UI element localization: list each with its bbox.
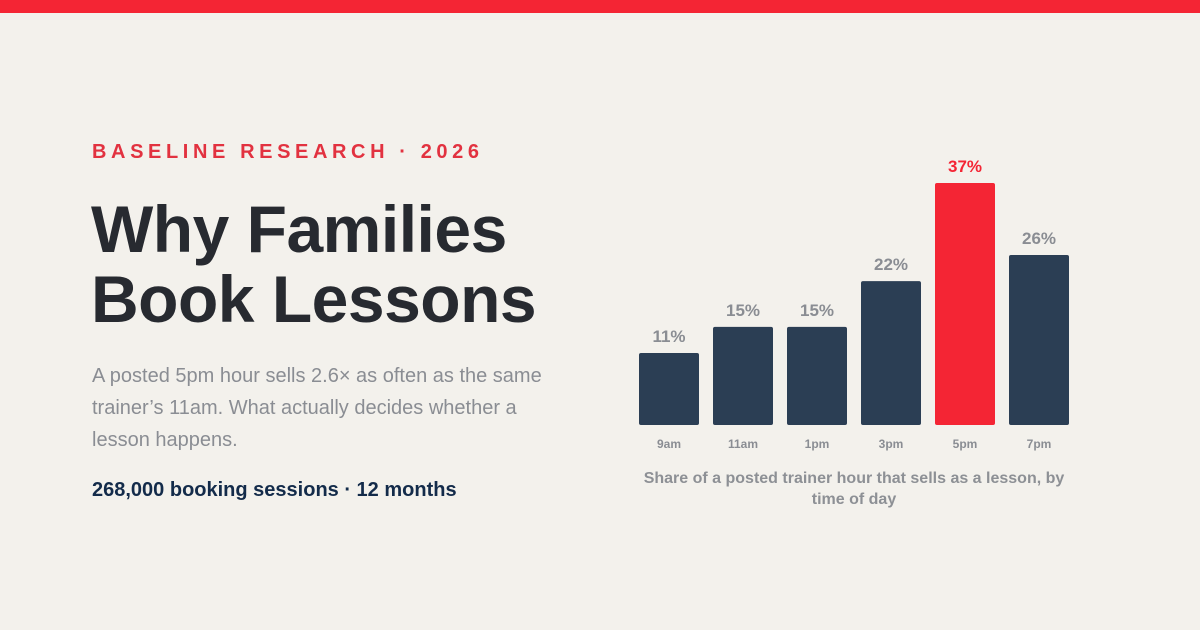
title-line-2: Book Lessons — [91, 262, 537, 336]
bar-3pm — [861, 281, 921, 425]
data-label-7pm: 26% — [1022, 229, 1056, 248]
bar-7pm — [1009, 254, 1069, 425]
x-tick-3pm: 3pm — [879, 437, 904, 451]
accent-top-bar — [0, 0, 1200, 13]
bar-11am — [713, 326, 773, 425]
bar-9am — [639, 353, 699, 425]
title-line-1: Why Families — [91, 192, 507, 266]
x-tick-9am: 9am — [657, 437, 681, 451]
bar-1pm — [787, 326, 847, 425]
x-tick-7pm: 7pm — [1027, 437, 1052, 451]
sample-size-note: 268,000 booking sessions · 12 months — [92, 479, 457, 501]
subtitle: A posted 5pm hour sells 2.6× as often as… — [92, 365, 542, 451]
x-tick-5pm: 5pm — [953, 437, 978, 451]
eyebrow-label: BASELINE RESEARCH · 2026 — [92, 141, 484, 163]
data-label-11am: 15% — [726, 301, 760, 320]
page-title: Why Families Book Lessons — [91, 192, 537, 336]
data-label-1pm: 15% — [800, 301, 834, 320]
bar-5pm — [935, 183, 995, 425]
data-label-5pm: 37% — [948, 157, 982, 176]
data-label-3pm: 22% — [874, 255, 908, 274]
chart-caption: Share of a posted trainer hour that sell… — [643, 470, 1065, 508]
data-label-9am: 11% — [652, 327, 685, 346]
x-tick-1pm: 1pm — [805, 437, 830, 451]
x-tick-11am: 11am — [728, 437, 758, 451]
